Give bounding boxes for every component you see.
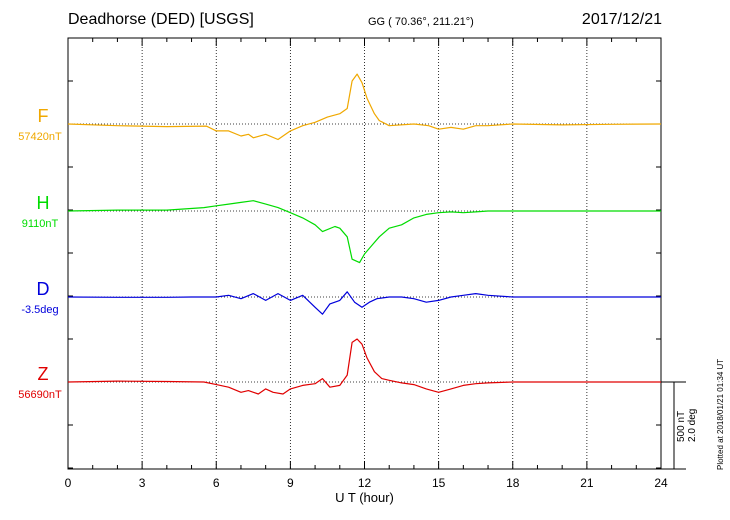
x-tick-label: 21 xyxy=(580,476,594,490)
x-tick-label: 12 xyxy=(358,476,372,490)
x-tick-label: 0 xyxy=(65,476,72,490)
series-line-z xyxy=(67,338,661,395)
scale-deg-label: 2.0 deg xyxy=(687,408,698,442)
scale-legend: 500 nT 2.0 deg xyxy=(676,392,716,452)
x-tick-label: 15 xyxy=(432,476,446,490)
series-baseline-f: 57420nT xyxy=(18,131,62,143)
scale-nt-label: 500 nT xyxy=(676,410,687,442)
date-label: 2017/12/21 xyxy=(581,11,662,28)
x-axis-label: U T (hour) xyxy=(335,490,394,505)
x-tick-label: 24 xyxy=(654,476,668,490)
coordinates-label: GG ( 70.36°, 211.21°) xyxy=(368,16,474,28)
series-line-d xyxy=(67,291,661,315)
station-title: Deadhorse (DED) [USGS] xyxy=(68,11,254,28)
plotted-note: Plotted at 2018/01/21 01:34 UT xyxy=(716,358,725,470)
series-name-z: Z xyxy=(38,364,49,384)
x-tick-label: 3 xyxy=(139,476,146,490)
x-tick-label: 18 xyxy=(506,476,520,490)
series-name-d: D xyxy=(37,279,50,299)
series-line-f xyxy=(67,73,662,141)
series-line-h xyxy=(67,200,661,264)
x-tick-label: 9 xyxy=(287,476,294,490)
x-tick-label: 6 xyxy=(213,476,220,490)
series-baseline-z: 56690nT xyxy=(18,389,62,401)
series-name-f: F xyxy=(38,106,49,126)
series-baseline-h: 9110nT xyxy=(22,218,59,230)
series-name-h: H xyxy=(37,193,50,213)
series-baseline-d: -3.5deg xyxy=(21,304,58,316)
